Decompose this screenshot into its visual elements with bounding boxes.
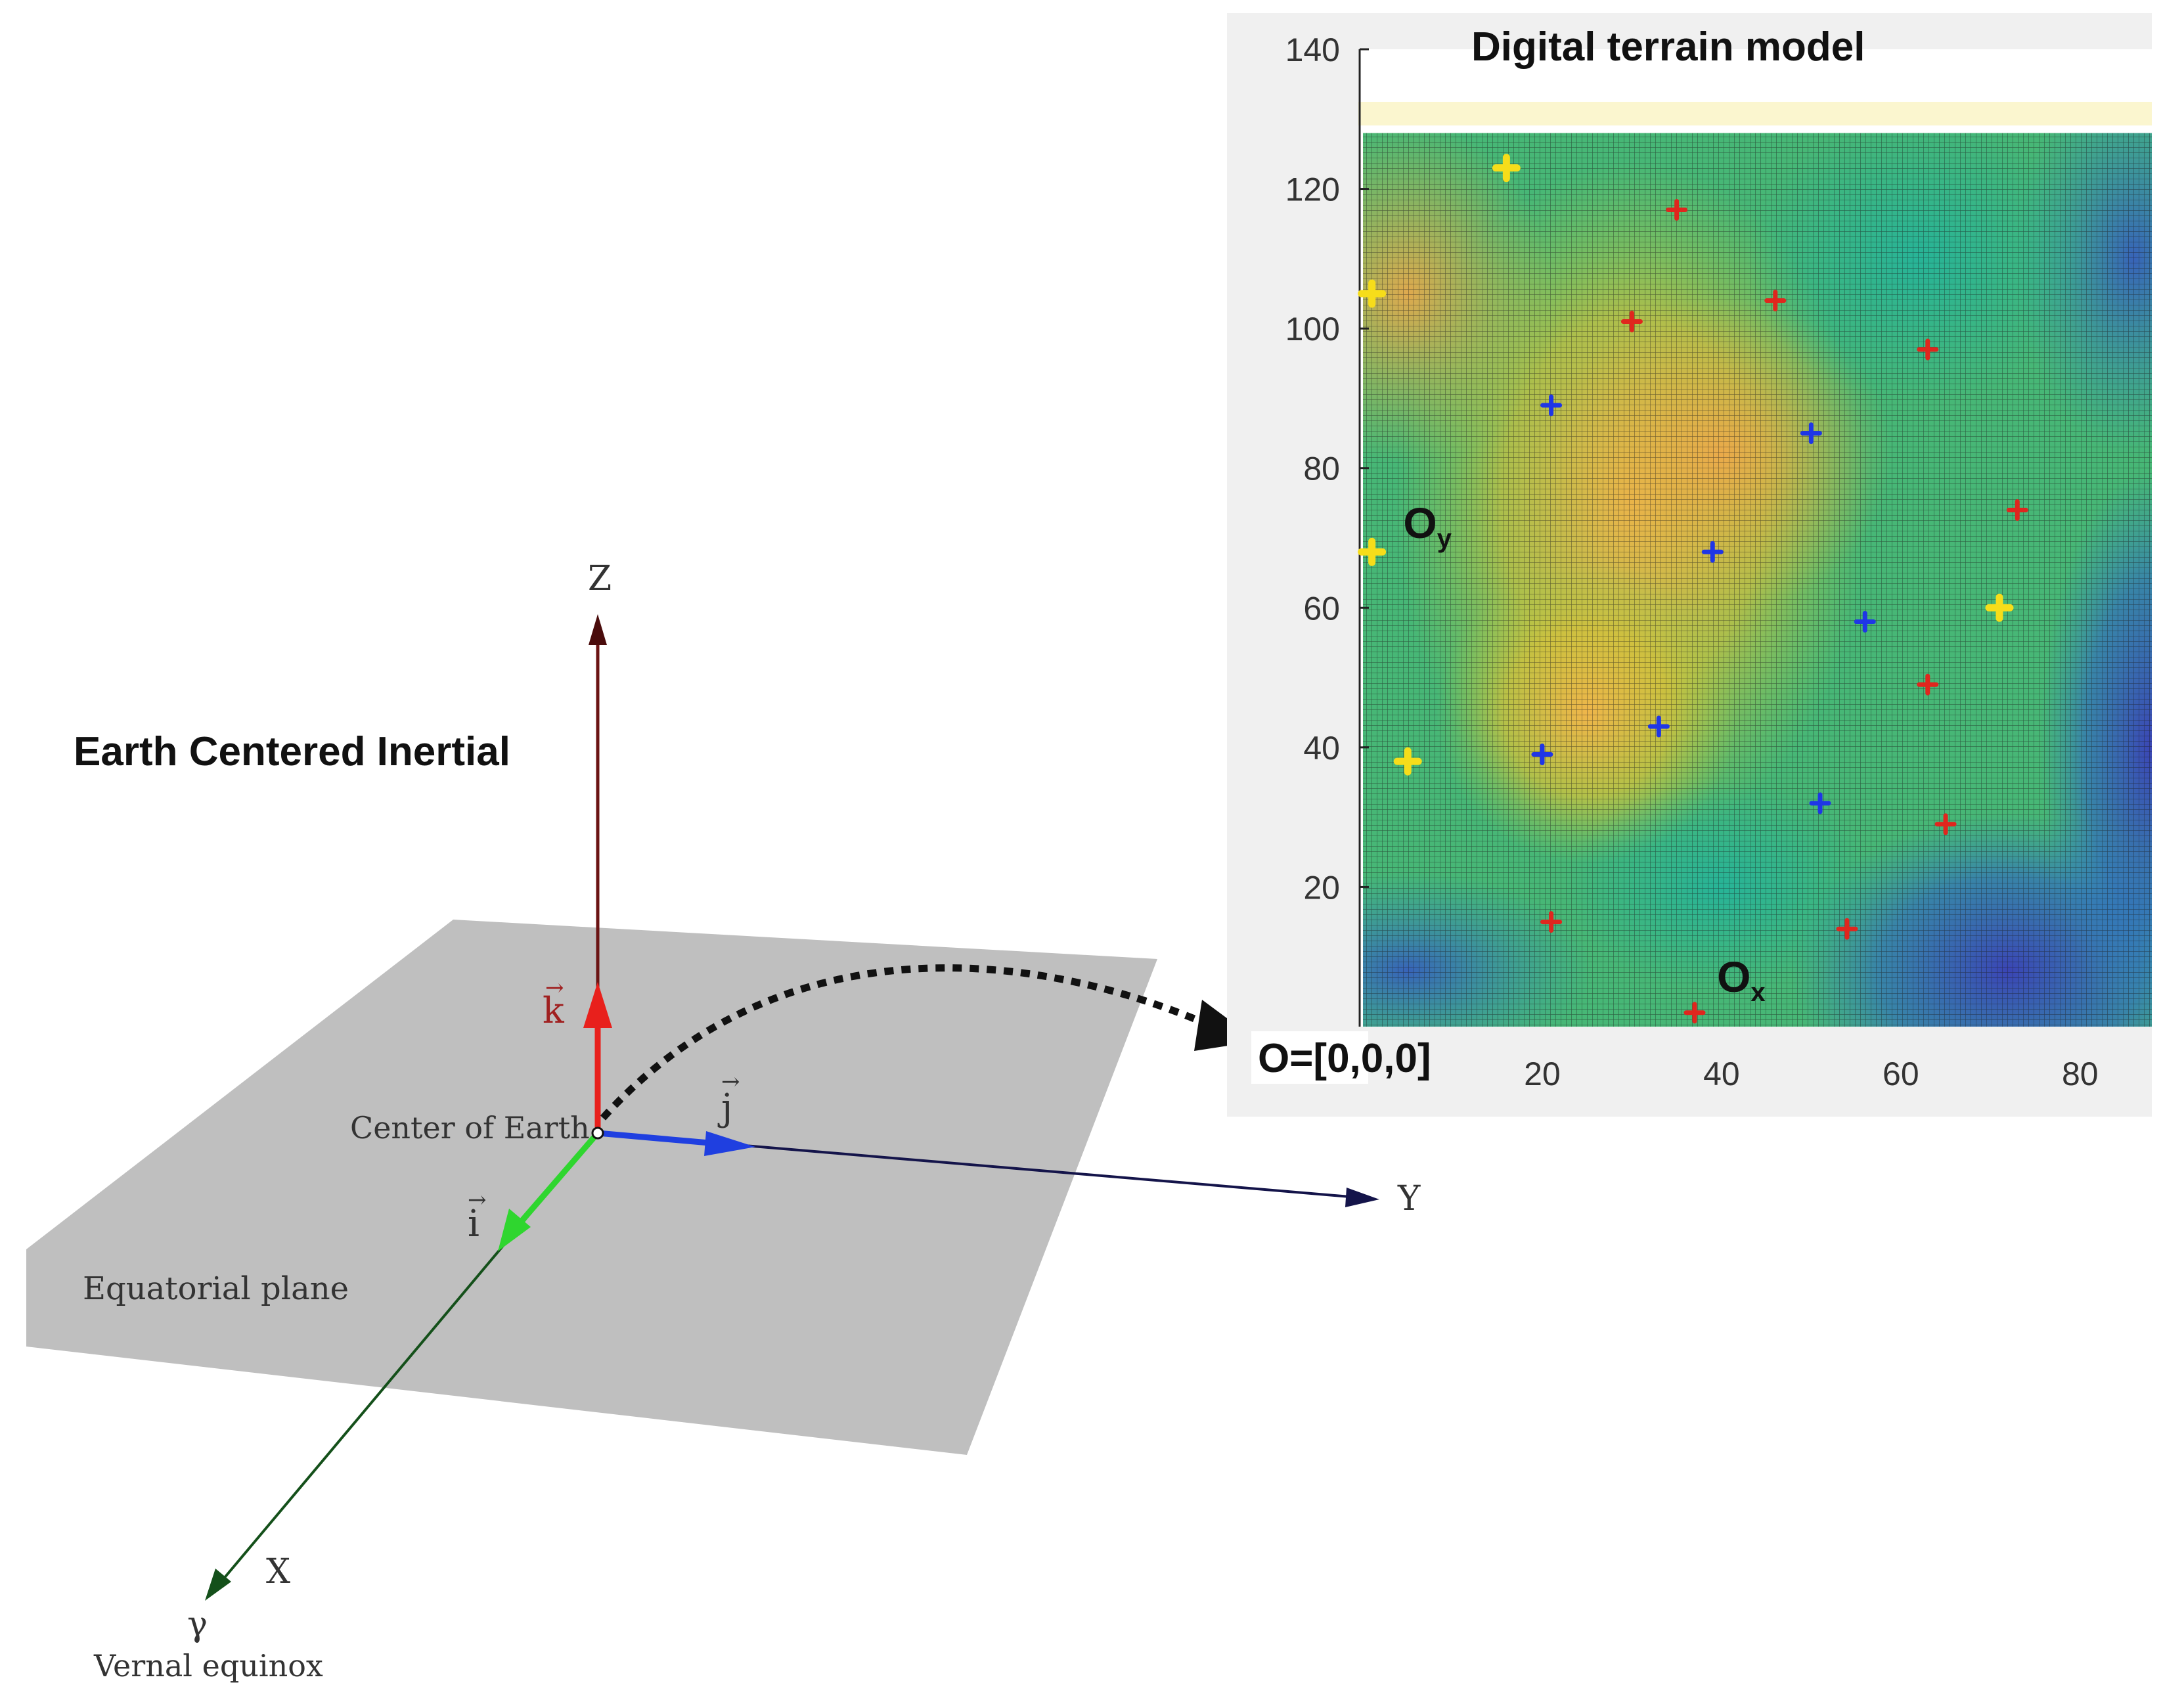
point-marker-yellow <box>1492 154 1521 183</box>
origin-connector <box>600 964 1211 1121</box>
x-axis-label: X <box>266 1552 290 1592</box>
origin-label-mask <box>1251 1031 1368 1084</box>
point-marker-red <box>2006 499 2028 521</box>
y-axis-label: Y <box>1397 1179 1421 1218</box>
equatorial-plane-label: Equatorial plane <box>83 1270 349 1307</box>
point-marker-yellow <box>1358 279 1387 308</box>
y-axis-arrowhead <box>1345 1188 1379 1207</box>
point-marker-yellow <box>1358 537 1387 566</box>
point-marker-blue <box>1531 743 1553 765</box>
point-marker-red <box>1917 338 1939 361</box>
k-unit-arrowhead <box>583 982 612 1028</box>
point-marker-red <box>1666 198 1688 221</box>
earth-center-point <box>591 1126 604 1140</box>
chart-title: Digital terrain model <box>1471 24 1865 70</box>
point-marker-blue <box>1540 394 1563 416</box>
j-unit-vector-bar: → <box>721 1069 740 1095</box>
y-tick-label: 20 <box>1303 869 1340 906</box>
point-marker-red <box>1917 673 1939 696</box>
vernal-equinox-label: Vernal equinox <box>93 1648 323 1683</box>
origin-label: O=[0,0,0] <box>1258 1036 1431 1081</box>
plot-top-band <box>1358 102 2152 125</box>
point-marker-yellow <box>1985 593 2014 622</box>
x-tick-label: 80 <box>2062 1056 2099 1092</box>
point-marker-red <box>1540 911 1563 933</box>
i-unit-vector <box>520 1131 600 1222</box>
i-unit-label: i <box>468 1203 479 1245</box>
j-unit-vector <box>597 1130 710 1146</box>
point-marker-blue <box>1647 715 1670 738</box>
eci-diagram: Earth Centered Inertial Z k → Y j → X i … <box>26 559 1421 1683</box>
heatmap-surface <box>1363 133 2152 1027</box>
point-marker-red <box>1934 813 1957 836</box>
y-tick-label: 120 <box>1285 171 1340 208</box>
y-tick-label: 140 <box>1285 32 1340 68</box>
point-marker-blue <box>1809 792 1831 814</box>
z-axis-arrowhead <box>589 614 607 645</box>
heatmap-grid <box>1363 133 2152 1027</box>
i-unit-arrowhead <box>498 1209 531 1251</box>
k-unit-vector-bar: → <box>545 975 564 1001</box>
point-marker-blue <box>1854 611 1876 633</box>
gamma-symbol: γ <box>187 1605 208 1644</box>
j-unit-label: j <box>717 1086 732 1129</box>
point-marker-blue <box>1701 541 1724 563</box>
z-axis-label: Z <box>588 559 612 598</box>
y-tick-label: 80 <box>1303 451 1340 487</box>
y-tick-label: 60 <box>1303 590 1340 627</box>
y-tick-label: 100 <box>1285 311 1340 347</box>
point-marker-red <box>1620 311 1643 333</box>
center-of-earth-label: Center of Earth <box>350 1110 590 1146</box>
j-unit-arrowhead <box>704 1131 755 1156</box>
y-tick-label: 40 <box>1303 730 1340 767</box>
x-tick-label: 60 <box>1883 1056 1919 1092</box>
i-unit-vector-bar: → <box>468 1187 487 1213</box>
point-marker-yellow <box>1393 747 1422 776</box>
point-marker-red <box>1836 918 1858 940</box>
x-tick-label: 40 <box>1703 1056 1740 1092</box>
k-unit-label: k <box>543 990 565 1031</box>
point-marker-blue <box>1800 422 1822 445</box>
eci-title: Earth Centered Inertial <box>74 729 510 774</box>
point-marker-red <box>1683 1002 1706 1024</box>
x-tick-label: 20 <box>1524 1056 1561 1092</box>
point-marker-red <box>1764 290 1787 312</box>
x-axis-arrowhead <box>205 1569 231 1601</box>
equatorial-plane <box>26 920 1157 1455</box>
